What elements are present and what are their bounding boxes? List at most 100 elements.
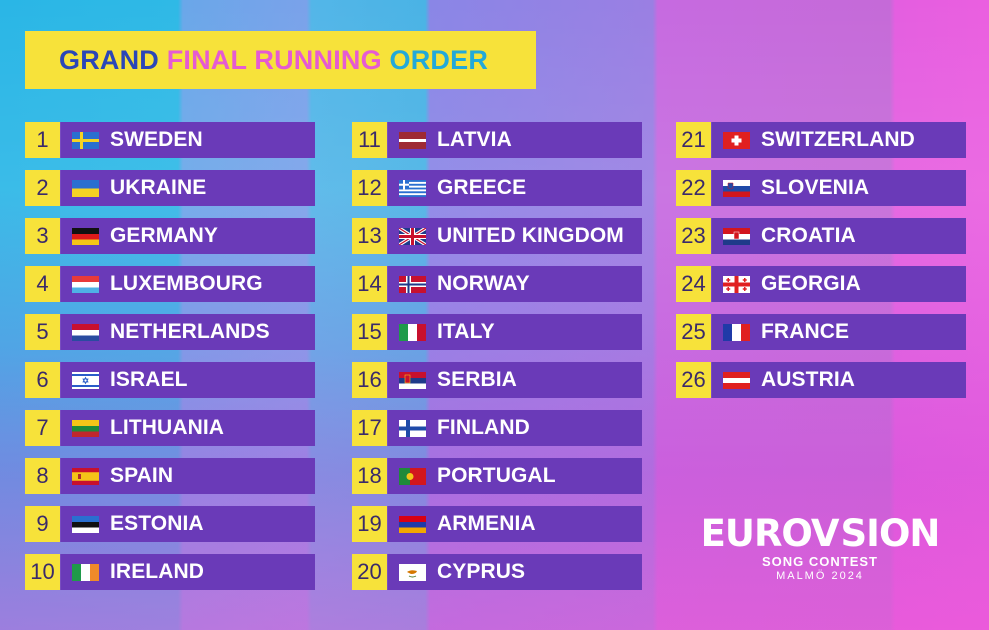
flag-se-icon [72,131,99,149]
running-order-number: 1 [25,122,60,158]
logo-word-left: EUROV [700,512,840,555]
running-order-row: 11 LATVIA [352,122,642,158]
running-order-number: 5 [25,314,60,350]
country-name: IRELAND [110,560,205,583]
running-order-number: 14 [352,266,387,302]
running-order-number: 13 [352,218,387,254]
flag-at-icon [723,371,750,389]
country-bar: GREECE [387,170,642,206]
country-name: NORWAY [437,272,530,295]
running-order-number: 25 [676,314,711,350]
running-order-number: 16 [352,362,387,398]
running-order-number: 7 [25,410,60,446]
logo-wordmark: EUROV SION [701,513,941,555]
running-order-row: 19 ARMENIA [352,506,642,542]
country-bar: SERBIA [387,362,642,398]
running-order-row: 7 LITHUANIA [25,410,315,446]
country-name: NETHERLANDS [110,320,270,343]
flag-ua-icon [72,179,99,197]
country-bar: CYPRUS [387,554,642,590]
flag-gb-icon [399,227,426,245]
flag-am-icon [399,515,426,533]
country-bar: UNITED KINGDOM [387,218,642,254]
running-order-row: 15 ITALY [352,314,642,350]
country-bar: UKRAINE [60,170,315,206]
running-order-number: 20 [352,554,387,590]
flag-ch-icon [723,131,750,149]
flag-de-icon [72,227,99,245]
eurovision-logo: EUROV SION SONG CONTEST MALMÖ 2024 [701,513,941,593]
running-order-number: 17 [352,410,387,446]
country-name: LUXEMBOURG [110,272,263,295]
country-name: SWITZERLAND [761,128,915,151]
country-name: LITHUANIA [110,416,225,439]
country-bar: LITHUANIA [60,410,315,446]
country-name: GEORGIA [761,272,861,295]
country-bar: SWITZERLAND [711,122,966,158]
flag-no-icon [399,275,426,293]
running-order-number: 3 [25,218,60,254]
page-title: GRAND FINAL RUNNING ORDER [59,45,488,76]
country-bar: ARMENIA [387,506,642,542]
running-order-row: 8 SPAIN [25,458,315,494]
running-order-row: 12 GREECE [352,170,642,206]
country-name: GERMANY [110,224,219,247]
running-order-row: 26 AUSTRIA [676,362,966,398]
country-bar: LUXEMBOURG [60,266,315,302]
country-bar: GERMANY [60,218,315,254]
running-order-row: 5 NETHERLANDS [25,314,315,350]
running-order-row: 2 UKRAINE [25,170,315,206]
country-bar: FINLAND [387,410,642,446]
country-name: ESTONIA [110,512,204,535]
country-name: AUSTRIA [761,368,856,391]
running-order-number: 8 [25,458,60,494]
running-order-row: 21 SWITZERLAND [676,122,966,158]
country-name: SERBIA [437,368,517,391]
country-name: SWEDEN [110,128,203,151]
running-order-number: 15 [352,314,387,350]
running-order-number: 24 [676,266,711,302]
flag-cy-icon [399,563,426,581]
flag-ee-icon [72,515,99,533]
country-name: UNITED KINGDOM [437,224,624,247]
flag-gr-icon [399,179,426,197]
country-bar: NETHERLANDS [60,314,315,350]
logo-word-right: SION [840,512,941,555]
country-name: PORTUGAL [437,464,556,487]
title-part-grand: GRAND [59,44,167,75]
country-name: GREECE [437,176,527,199]
country-bar: NORWAY [387,266,642,302]
running-order-row: 1 SWEDEN [25,122,315,158]
running-order-row: 9 ESTONIA [25,506,315,542]
title-banner: GRAND FINAL RUNNING ORDER [25,31,536,89]
flag-pt-icon [399,467,426,485]
running-order-number: 11 [352,122,387,158]
flag-hr-icon [723,227,750,245]
running-order-number: 12 [352,170,387,206]
country-name: SPAIN [110,464,174,487]
country-bar: AUSTRIA [711,362,966,398]
title-part-order: ORDER [389,44,489,75]
running-order-row: 13 UNITED KINGDOM [352,218,642,254]
country-bar: ESTONIA [60,506,315,542]
country-bar: ISRAEL [60,362,315,398]
country-bar: SLOVENIA [711,170,966,206]
flag-lt-icon [72,419,99,437]
flag-ge-icon [723,275,750,293]
country-name: CROATIA [761,224,856,247]
title-part-final: FINAL [166,44,255,75]
country-bar: LATVIA [387,122,642,158]
flag-lu-icon [72,275,99,293]
country-name: FRANCE [761,320,850,343]
title-part-running: RUNNING [254,44,390,75]
country-name: UKRAINE [110,176,207,199]
running-order-row: 24 GEORGIA [676,266,966,302]
running-order-number: 19 [352,506,387,542]
flag-es-icon [72,467,99,485]
flag-nl-icon [72,323,99,341]
flag-ie-icon [72,563,99,581]
country-bar: GEORGIA [711,266,966,302]
country-bar: SWEDEN [60,122,315,158]
running-order-row: 3 GERMANY [25,218,315,254]
running-order-row: 10 IRELAND [25,554,315,590]
